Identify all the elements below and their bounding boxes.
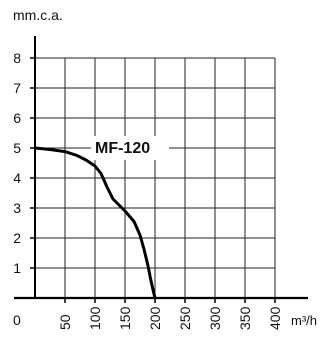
x-tick-label-300: 300 — [207, 306, 223, 330]
labels: 1 2 3 4 5 6 7 8 50 100 150 200 250 300 350 400 0 mm.c.a. m… — [13, 7, 317, 330]
y-tick-label-8: 8 — [13, 50, 21, 66]
y-tick-label-5: 5 — [13, 140, 21, 156]
x-origin-label: 0 — [13, 312, 21, 328]
curve-series-0 — [33, 146, 157, 300]
series-label-0: MF-120 — [95, 140, 150, 157]
x-tick-label-400: 400 — [267, 306, 283, 330]
series-label-background — [91, 136, 169, 160]
y-tick-label-7: 7 — [13, 80, 21, 96]
curves — [33, 146, 157, 300]
x-tick-label-100: 100 — [87, 306, 103, 330]
x-axis-label: m³/h — [291, 313, 317, 328]
y-axis-label: mm.c.a. — [13, 7, 63, 23]
x-tick-label-200: 200 — [147, 306, 163, 330]
y-tick-label-4: 4 — [13, 170, 21, 186]
y-tick-label-3: 3 — [13, 200, 21, 216]
y-tick-label-1: 1 — [13, 260, 21, 276]
axes — [14, 36, 308, 303]
x-tick-label-350: 350 — [237, 306, 253, 330]
x-tick-label-50: 50 — [57, 314, 73, 330]
x-tick-label-250: 250 — [177, 306, 193, 330]
y-tick-label-2: 2 — [13, 230, 21, 246]
grid-lines — [35, 57, 276, 298]
y-tick-label-6: 6 — [13, 110, 21, 126]
x-tick-label-150: 150 — [117, 306, 133, 330]
